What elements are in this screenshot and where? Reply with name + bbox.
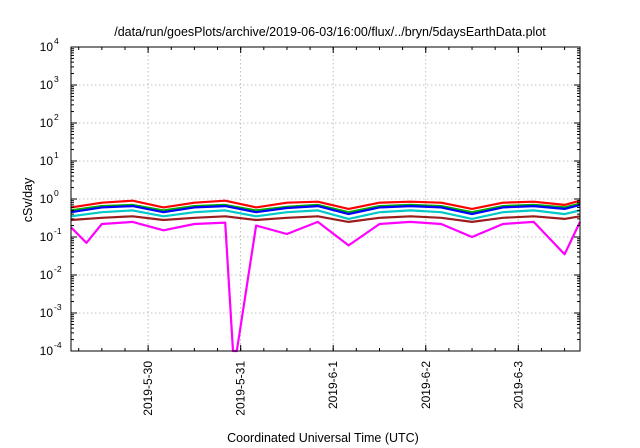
y-tick-label: 10 [40, 306, 54, 320]
x-axis-label: Coordinated Universal Time (UTC) [227, 431, 419, 445]
x-tick-label: 2019-5-30 [141, 361, 155, 416]
y-tick-label-exponent: 0 [54, 188, 59, 198]
y-tick-label-exponent: 1 [54, 150, 59, 160]
series-line-6 [70, 220, 581, 353]
series-line-4 [70, 209, 581, 220]
y-tick-label: 10 [40, 192, 54, 206]
grid-lines [71, 47, 580, 351]
x-tick-label: 2019-6-3 [511, 361, 525, 409]
y-tick-label: 10 [40, 268, 54, 282]
y-tick-label: 10 [40, 116, 54, 130]
series-layer [70, 199, 581, 353]
x-tick-label: 2019-6-2 [419, 361, 433, 409]
chart-title: /data/run/goesPlots/archive/2019-06-03/1… [114, 25, 546, 39]
y-tick-label: 10 [40, 230, 54, 244]
y-tick-label-exponent: -2 [54, 264, 62, 274]
y-tick-label: 10 [40, 344, 54, 358]
series-line-1 [70, 199, 581, 210]
y-tick-label: 10 [40, 40, 54, 54]
x-tick-label: 2019-5-31 [234, 361, 248, 416]
y-tick-label-exponent: -4 [54, 340, 62, 350]
y-tick-label-exponent: 2 [54, 112, 59, 122]
series-line-2 [70, 202, 581, 214]
series-line-3 [70, 203, 581, 216]
y-tick-label: 10 [40, 154, 54, 168]
x-tick-label: 2019-6-1 [326, 361, 340, 409]
y-tick-label-exponent: 3 [54, 74, 59, 84]
series-line-5 [70, 215, 581, 223]
y-tick-label-exponent: 4 [54, 36, 59, 46]
y-tick-label: 10 [40, 78, 54, 92]
y-axis-label: cSv/day [21, 177, 35, 222]
y-tick-label-exponent: -3 [54, 302, 62, 312]
y-tick-label-exponent: -1 [54, 226, 62, 236]
